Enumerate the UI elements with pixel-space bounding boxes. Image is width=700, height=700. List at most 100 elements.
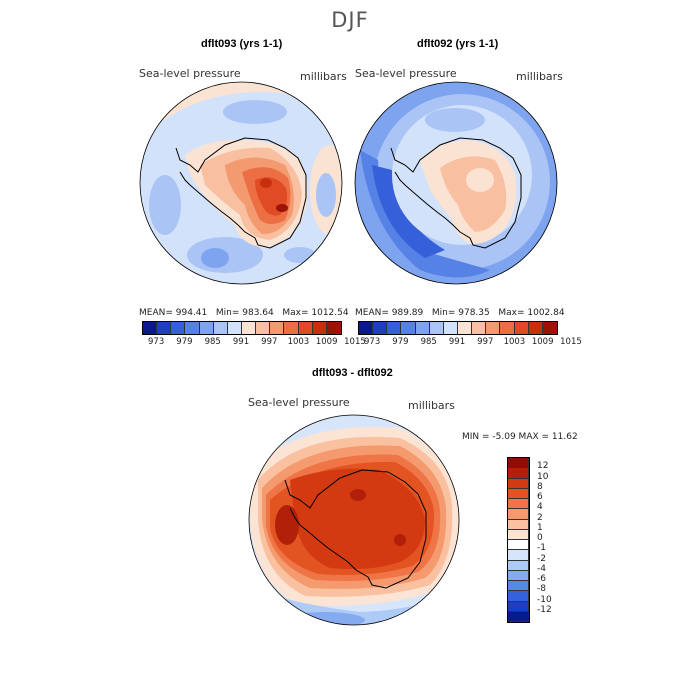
colorbar-swatch (227, 322, 242, 334)
colorbar-swatch (508, 458, 529, 469)
colorbar-tick-label: 1009 (531, 337, 554, 347)
colorbar-swatch (429, 322, 444, 334)
colorbar-tick-label: 1009 (315, 337, 338, 347)
colorbar-swatch (508, 581, 529, 592)
colorbar-tick-label: 1003 (287, 337, 310, 347)
colorbar-tick-label: -2 (537, 553, 546, 564)
mean-label: MEAN= (355, 308, 389, 318)
colorbar-swatch (213, 322, 228, 334)
colorbar-swatch (387, 322, 402, 334)
panel-1-units: millibars (300, 70, 347, 83)
colorbar-swatch (171, 322, 186, 334)
colorbar-swatch (284, 322, 299, 334)
panel-1-title: dflt093 (yrs 1-1) (201, 38, 283, 50)
colorbar-swatch (143, 322, 158, 334)
panel-1-stats: MEAN= 994.41 Min= 983.64 Max= 1012.54 (139, 308, 349, 318)
panel-1-colorbar (142, 321, 342, 335)
colorbar-swatch (256, 322, 271, 334)
colorbar-tick-label: 985 (420, 337, 437, 347)
diff-panel-minmax: MIN = -5.09 MAX = 11.62 (462, 432, 578, 442)
min-value: 983.64 (242, 308, 274, 318)
max-value: 1012.54 (311, 308, 349, 318)
colorbar-swatch (528, 322, 543, 334)
colorbar-swatch (472, 322, 487, 334)
colorbar-tick-label: 991 (448, 337, 466, 347)
panel-2-title: dflt092 (yrs 1-1) (417, 38, 499, 50)
colorbar-swatch (508, 540, 529, 551)
panel-1-variable: Sea-level pressure (139, 67, 241, 80)
colorbar-tick-label: 973 (364, 337, 381, 347)
colorbar-swatch (508, 478, 529, 489)
colorbar-swatch (486, 322, 501, 334)
colorbar-tick-label: 1003 (503, 337, 526, 347)
colorbar-tick-label: 1015 (560, 337, 582, 347)
colorbar-swatch (508, 550, 529, 561)
max-label: Max= (498, 308, 525, 318)
colorbar-swatch (508, 509, 529, 520)
colorbar-swatch (157, 322, 172, 334)
colorbar-tick-label: -8 (537, 584, 546, 595)
colorbar-tick-label: 979 (176, 337, 193, 347)
colorbar-swatch (270, 322, 285, 334)
colorbar-swatch (457, 322, 473, 334)
colorbar-swatch (443, 322, 458, 334)
panel-2-stats: MEAN= 989.89 Min= 978.35 Max= 1002.84 (355, 308, 565, 318)
colorbar-tick-label: 6 (537, 492, 543, 502)
colorbar-swatch (359, 322, 374, 334)
diff-panel-colorbar (507, 457, 530, 623)
page-title: DJF (331, 8, 369, 32)
colorbar-tick-label: 1015 (344, 337, 366, 347)
colorbar-swatch (508, 570, 529, 581)
colorbar-tick-label: -6 (537, 574, 546, 584)
mean-value: 989.89 (391, 308, 424, 318)
colorbar-tick-label: 4 (537, 502, 543, 513)
min-label: Min= (431, 308, 456, 318)
max-value: 1002.84 (527, 308, 565, 318)
colorbar-tick-label: -4 (537, 563, 546, 574)
colorbar-tick-label: 12 (537, 461, 549, 472)
colorbar-tick-label: 985 (204, 337, 221, 347)
colorbar-swatch (508, 468, 529, 479)
colorbar-swatch (298, 322, 313, 334)
colorbar-swatch (508, 519, 529, 530)
colorbar-tick-label: 8 (537, 481, 543, 492)
colorbar-swatch (199, 322, 214, 334)
colorbar-swatch (185, 322, 200, 334)
colorbar-swatch (241, 322, 257, 334)
colorbar-tick-label: -12 (537, 604, 552, 615)
panel-2-colorbar (358, 321, 558, 335)
diff-panel-title: dflt093 - dflt092 (312, 367, 393, 379)
colorbar-swatch (542, 322, 557, 334)
colorbar-tick-label: 991 (232, 337, 250, 347)
colorbar-swatch (401, 322, 416, 334)
colorbar-tick-label: -1 (537, 543, 546, 554)
panel-2-variable: Sea-level pressure (355, 67, 457, 80)
colorbar-tick-label: 997 (477, 337, 494, 347)
diff-panel-variable: Sea-level pressure (248, 396, 350, 409)
colorbar-swatch (508, 591, 529, 602)
min-value: 978.35 (458, 308, 490, 318)
colorbar-swatch (500, 322, 515, 334)
colorbar-swatch (508, 488, 529, 499)
mean-value: 994.41 (175, 308, 208, 318)
colorbar-tick-label: -10 (537, 594, 552, 605)
colorbar-swatch (326, 322, 341, 334)
colorbar-tick-label: 979 (392, 337, 409, 347)
panel-2-units: millibars (516, 70, 563, 83)
colorbar-swatch (508, 560, 529, 571)
colorbar-swatch (415, 322, 430, 334)
colorbar-swatch (373, 322, 388, 334)
max-label: Max= (282, 308, 309, 318)
colorbar-swatch (508, 529, 529, 540)
colorbar-tick-label: 973 (148, 337, 165, 347)
colorbar-swatch (514, 322, 529, 334)
colorbar-swatch (508, 499, 529, 510)
colorbar-swatch (312, 322, 327, 334)
colorbar-swatch (508, 611, 529, 622)
colorbar-swatch (508, 601, 529, 612)
colorbar-tick-label: 0 (537, 533, 543, 543)
min-label: Min= (215, 308, 240, 318)
